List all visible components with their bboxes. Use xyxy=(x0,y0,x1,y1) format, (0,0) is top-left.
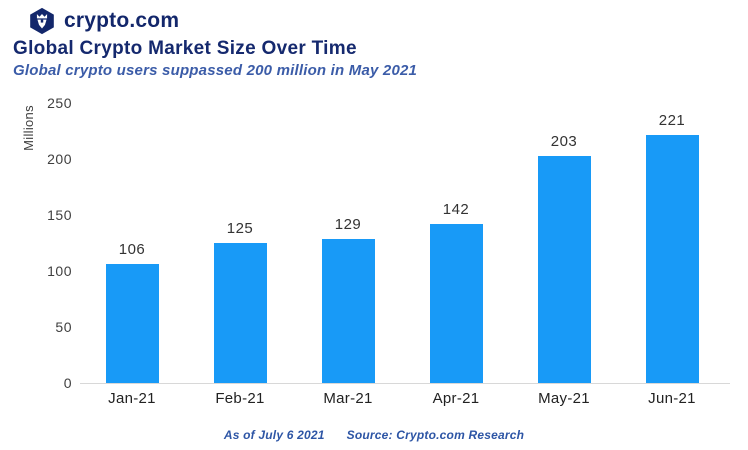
brand-logo: crypto.com xyxy=(28,7,179,35)
bar-value-label: 125 xyxy=(226,220,254,237)
x-tick-label: Jun-21 xyxy=(648,390,696,407)
y-tick-label: 250 xyxy=(47,95,72,111)
x-tick-label: Feb-21 xyxy=(215,390,265,407)
y-tick-label: 50 xyxy=(55,319,72,335)
crypto-com-lion-icon xyxy=(30,7,54,35)
bar-chart: Millions 0 50 100 150 200 250 106 125 129 142 203… xyxy=(0,88,748,428)
bar xyxy=(645,135,699,383)
x-axis-line xyxy=(80,383,730,384)
bar xyxy=(429,223,483,383)
bar-value-label: 129 xyxy=(334,215,362,233)
chart-subtitle: Global crypto users suppassed 200 millio… xyxy=(13,62,418,79)
bar-value-label: 106 xyxy=(118,241,146,259)
source-credit: Source: Crypto.com Research xyxy=(346,428,525,442)
y-tick-label: 100 xyxy=(47,263,72,279)
x-tick-label: Mar-21 xyxy=(323,390,373,407)
x-tick-label: May-21 xyxy=(538,390,590,407)
chart-title: Global Crypto Market Size Over Time xyxy=(13,38,357,59)
bar-slot: 106 xyxy=(78,88,186,383)
y-tick-label: 200 xyxy=(47,151,72,167)
bar xyxy=(213,243,267,383)
x-tick-label: Jan-21 xyxy=(108,390,156,407)
y-tick-label: 150 xyxy=(47,207,72,223)
bar-value-label: 142 xyxy=(442,200,470,218)
bar-value-label: 203 xyxy=(550,132,578,150)
y-tick-label: 0 xyxy=(63,375,72,391)
chart-footnote: As of July 6 2021 Source: Crypto.com Rese… xyxy=(0,428,748,442)
bar xyxy=(105,264,159,383)
as-of-date: As of July 6 2021 xyxy=(223,428,325,442)
bar-value-label: 221 xyxy=(658,112,686,130)
bars-area: 106 125 129 142 203 221 xyxy=(78,88,726,383)
bar xyxy=(321,238,375,383)
x-axis-ticks: Jan-21 Feb-21 Mar-21 Apr-21 May-21 Jun-21 xyxy=(78,390,726,407)
bar-slot: 129 xyxy=(294,88,402,383)
bar xyxy=(537,155,591,383)
bar-slot: 142 xyxy=(402,88,510,383)
bar-slot: 125 xyxy=(186,88,294,383)
x-tick-label: Apr-21 xyxy=(432,390,480,407)
bar-slot: 203 xyxy=(510,88,618,383)
bar-slot: 221 xyxy=(618,88,726,383)
brand-name: crypto.com xyxy=(64,9,180,32)
